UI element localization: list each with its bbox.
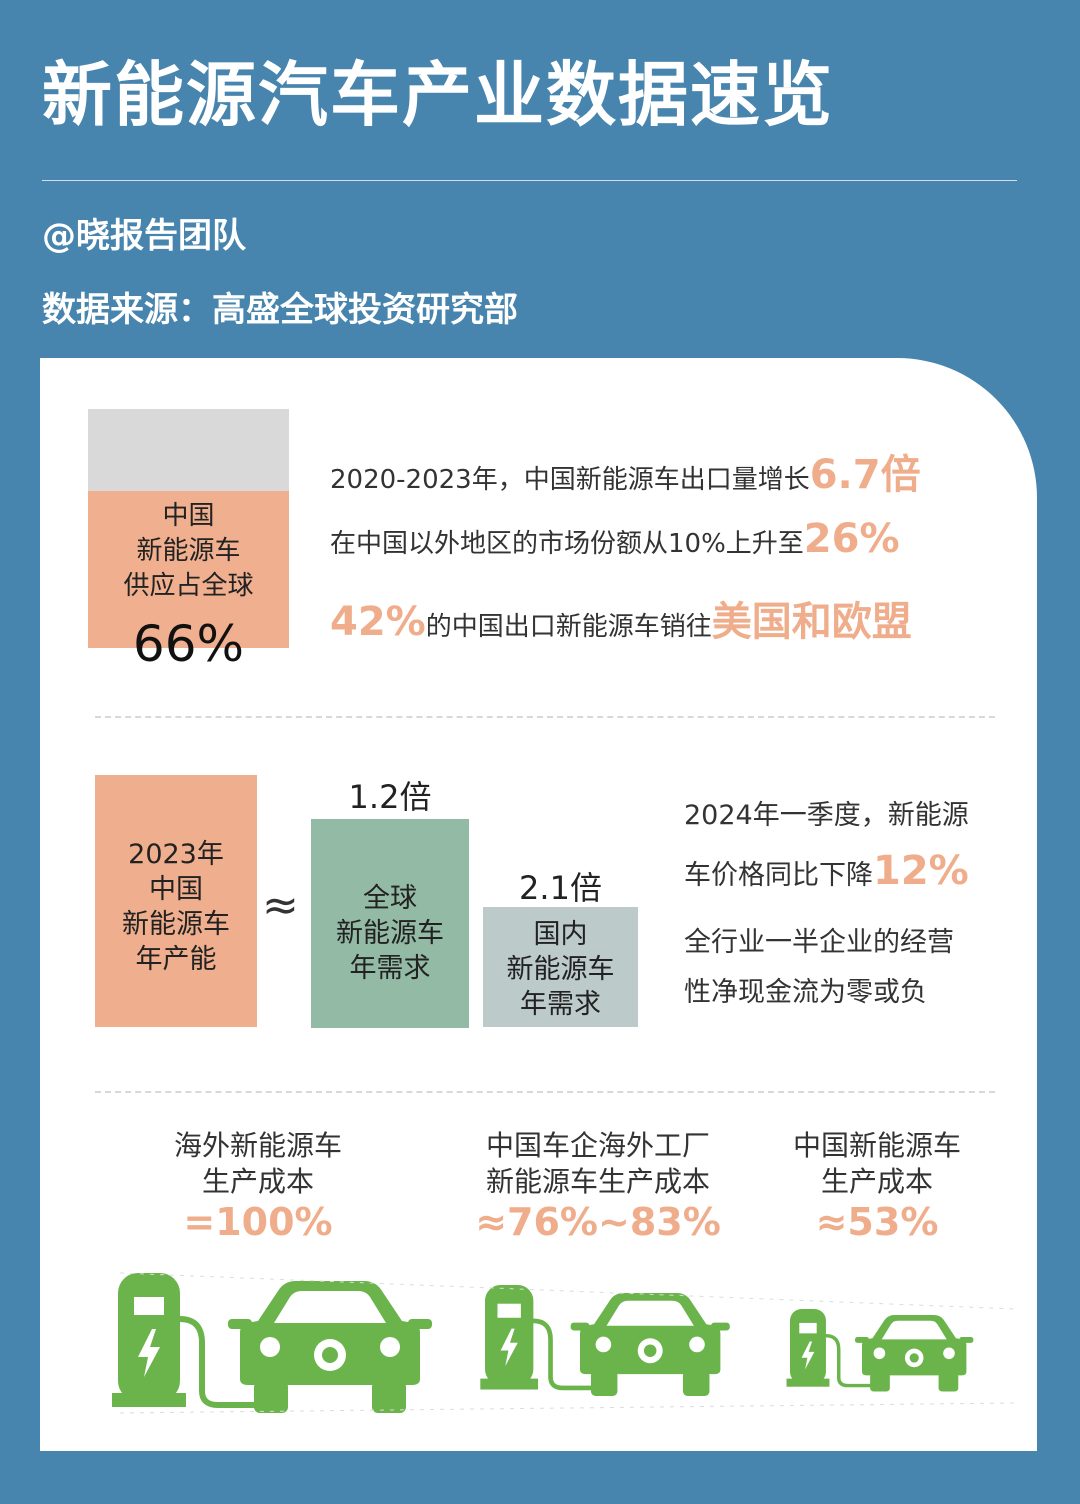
domestic-demand-label: 国内 新能源车 年需求 bbox=[506, 919, 615, 1020]
export-growth-fact: 2020-2023年，中国新能源车出口量增长6.7倍 bbox=[330, 452, 921, 498]
overseas-cost-value: =100% bbox=[183, 1200, 333, 1244]
export-share-highlight: 42% bbox=[330, 599, 426, 645]
car-icon bbox=[228, 1281, 432, 1413]
price-text-line4: 性净现金流为零或负 bbox=[684, 977, 927, 1008]
domestic-demand-box: 国内 新能源车 年需求 bbox=[483, 907, 638, 1027]
china-capacity-box: 2023年 中国 新能源车 年产能 bbox=[95, 775, 257, 1027]
domestic-multiplier: 2.1倍 bbox=[519, 869, 602, 907]
destination-highlight: 美国和欧盟 bbox=[711, 599, 912, 645]
price-text-line3: 全行业一半企业的经营 bbox=[684, 927, 954, 958]
china-capacity-label: 2023年 中国 新能源车 年产能 bbox=[122, 839, 230, 975]
china-cost-label: 中国新能源车 生产成本 bbox=[792, 1129, 961, 1198]
global-supply-share-box: 中国 新能源车 供应占全球 66% bbox=[88, 409, 289, 673]
header-divider bbox=[42, 180, 1017, 181]
content-card: 中国 新能源车 供应占全球 66% 2020-2023年，中国新能源车出口量增长… bbox=[40, 358, 1037, 1451]
section-divider bbox=[95, 1091, 995, 1093]
overseas-factory-cost-label: 中国车企海外工厂 新能源车生产成本 bbox=[485, 1129, 710, 1198]
data-source: 数据来源：高盛全球投资研究部 bbox=[42, 290, 518, 330]
export-destination-fact: 42%的中国出口新能源车销往美国和欧盟 bbox=[330, 599, 912, 645]
global-demand-box: 全球 新能源车 年需求 bbox=[311, 819, 469, 1028]
car-icon bbox=[570, 1293, 730, 1396]
share-label: 中国 新能源车 供应占全球 bbox=[123, 501, 254, 601]
overseas-factory-cost-value: ≈76%~83% bbox=[475, 1200, 721, 1244]
car-icon bbox=[855, 1315, 974, 1392]
china-cost-value: ≈53% bbox=[815, 1200, 939, 1244]
market-share-highlight: 26% bbox=[803, 516, 900, 562]
price-drop-highlight: 12% bbox=[873, 848, 969, 894]
global-demand-label: 全球 新能源车 年需求 bbox=[336, 883, 444, 984]
price-text-line1: 2024年一季度，新能源 bbox=[684, 800, 969, 831]
global-multiplier: 1.2倍 bbox=[348, 778, 432, 816]
page-title: 新能源汽车产业数据速览 bbox=[42, 54, 834, 136]
share-value: 66% bbox=[132, 615, 245, 673]
approx-symbol: ≈ bbox=[262, 880, 299, 931]
charging-illustration bbox=[40, 1253, 1016, 1414]
share-gray-block bbox=[88, 409, 289, 491]
export-growth-highlight: 6.7倍 bbox=[809, 452, 921, 498]
author-credit: @晓报告团队 bbox=[42, 216, 246, 256]
market-share-fact: 在中国以外地区的市场份额从10%上升至26% bbox=[330, 516, 900, 562]
overseas-cost-label: 海外新能源车 生产成本 bbox=[173, 1129, 342, 1198]
price-text-line2: 车价格同比下降12% bbox=[684, 848, 969, 894]
section-divider bbox=[95, 716, 995, 718]
